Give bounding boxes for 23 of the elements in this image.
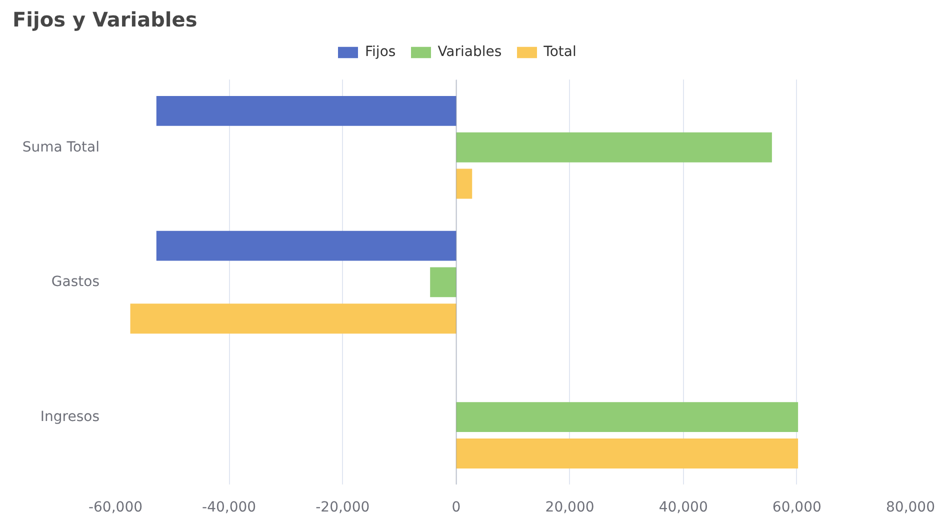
bar [456, 132, 772, 162]
x-tick-label: -20,000 [316, 500, 370, 514]
y-tick-label: Gastos [51, 274, 100, 290]
legend-label: Total [544, 44, 576, 60]
legend-label: Fijos [365, 44, 396, 60]
x-tick-label: -40,000 [202, 500, 256, 514]
x-tick-label: -60,000 [88, 500, 143, 514]
bar [456, 168, 472, 199]
bar [156, 96, 456, 126]
chart-title: Fijos y Variables [12, 8, 198, 32]
x-tick-label: 80,000 [886, 500, 936, 514]
y-tick-label: Ingresos [40, 409, 100, 426]
bar [430, 267, 456, 298]
bar [456, 438, 798, 468]
x-tick-label: 40,000 [658, 500, 708, 514]
x-tick-label: 20,000 [545, 500, 594, 514]
x-tick-label: 0 [452, 500, 461, 514]
x-tick-label: 60,000 [772, 500, 822, 514]
y-tick-label: Suma Total [22, 139, 100, 156]
legend-label: Variables [438, 44, 502, 60]
bar [456, 402, 798, 432]
bar [156, 230, 456, 261]
bar [130, 304, 456, 334]
